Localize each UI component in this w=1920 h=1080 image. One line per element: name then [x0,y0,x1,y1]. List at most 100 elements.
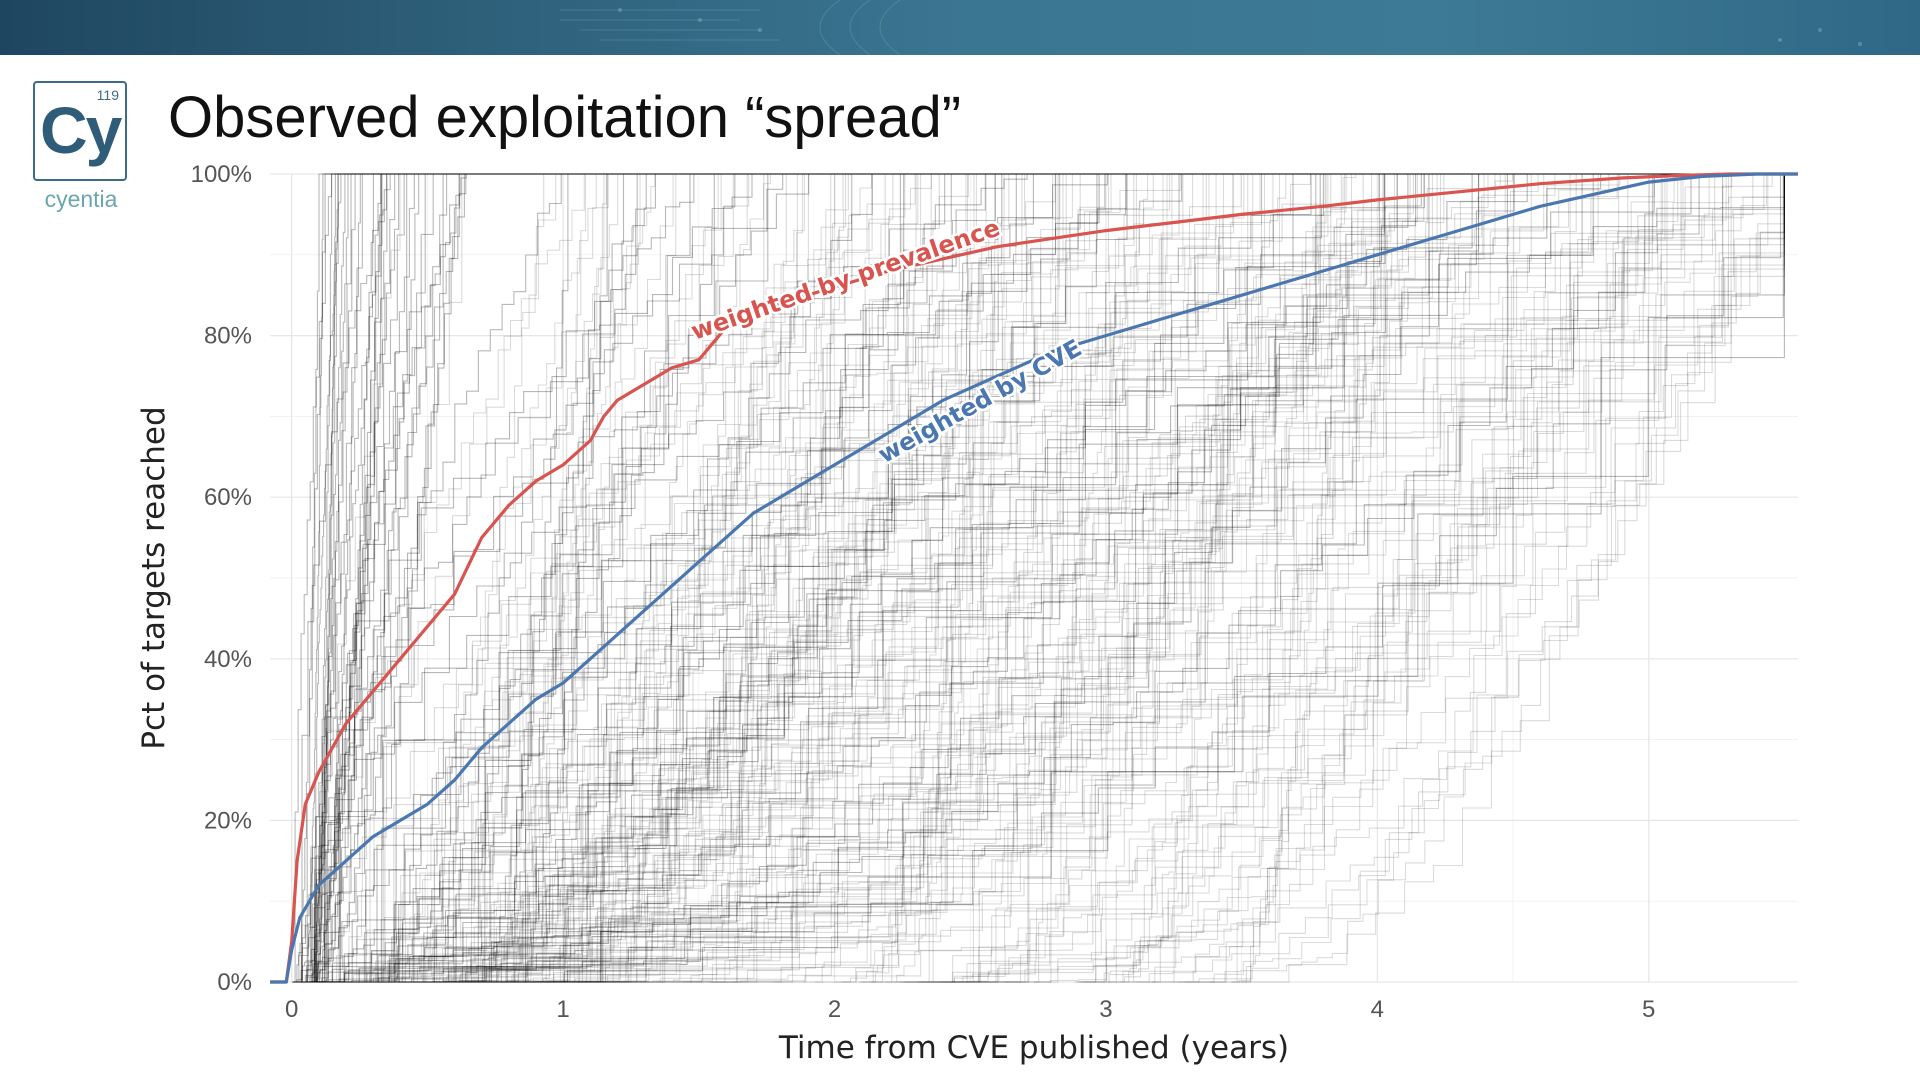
background-cve-line [533,173,1798,983]
background-cve-line [323,173,1798,983]
y-tick-label: 0% [217,969,252,996]
background-cve-line [315,173,1798,983]
background-cve-line [324,173,1798,983]
background-cve-lines [292,173,1798,983]
background-cve-line [367,173,1798,983]
background-cve-line [937,173,1798,983]
background-cve-line [357,173,1798,983]
background-cve-line [304,173,1798,983]
background-cve-line [314,173,1798,983]
background-cve-line [732,173,1798,983]
background-cve-line [522,173,1798,983]
background-cve-line [480,173,1798,983]
background-cve-line [508,173,1798,983]
background-cve-line [338,173,1798,983]
background-cve-line [429,173,1798,983]
background-cve-line [1081,173,1798,983]
background-cve-line [527,173,1798,983]
background-cve-line [293,173,1798,983]
logo-brand-name: cyentia [44,186,118,212]
background-cve-line [293,173,1798,983]
background-cve-line [310,173,1798,983]
background-cve-line [292,173,1798,983]
background-cve-line [326,173,1798,983]
background-cve-line [440,173,1798,983]
background-cve-line [435,173,1798,983]
background-cve-line [297,173,1798,983]
background-cve-line [301,173,1798,983]
chart-ticks: 0% 20% 40% 60% 80% 100% 0 1 2 3 4 5 [191,161,1656,1023]
background-cve-line [1237,173,1798,983]
background-cve-line [314,173,1798,983]
background-cve-line [530,173,1798,983]
background-cve-line [314,173,1798,983]
background-cve-line [584,173,1798,983]
background-cve-line [368,173,1798,983]
background-cve-line [320,173,1798,983]
background-cve-line [468,173,1798,983]
background-cve-line [309,173,1798,983]
background-cve-line [483,173,1798,983]
background-cve-line [317,173,1798,983]
background-cve-line [294,173,1798,983]
background-cve-line [318,173,1798,983]
background-cve-line [933,173,1798,983]
background-cve-line [834,173,1798,983]
background-cve-line [502,173,1798,983]
background-cve-line [576,173,1798,983]
background-cve-line [302,173,1798,983]
background-cve-line [305,173,1798,983]
background-cve-line [393,173,1798,983]
background-cve-line [355,173,1798,983]
background-cve-line [350,173,1798,983]
background-cve-line [502,173,1798,983]
background-cve-line [326,173,1798,983]
background-cve-line [293,173,1798,983]
background-cve-line [862,173,1798,983]
background-cve-line [1177,173,1798,983]
background-cve-line [331,173,1798,983]
background-cve-line [369,173,1798,983]
background-cve-line [333,173,1798,983]
background-cve-line [461,173,1798,983]
background-cve-line [482,173,1798,983]
background-cve-line [315,173,1798,983]
background-cve-line [919,173,1798,983]
background-cve-line [1122,173,1798,983]
background-cve-line [1151,173,1798,983]
background-cve-line [294,173,1798,983]
background-cve-line [1135,173,1798,983]
background-cve-line [312,173,1798,983]
background-cve-line [300,173,1798,983]
background-cve-line [303,173,1798,983]
background-cve-line [372,173,1798,983]
background-cve-line [1231,173,1798,983]
background-cve-line [426,173,1798,983]
background-cve-line [858,173,1798,983]
background-cve-line [308,173,1798,983]
background-cve-line [369,173,1798,983]
background-cve-line [899,173,1798,983]
background-cve-line [302,173,1798,983]
series-line-weighted-by-prevalence [270,172,1798,984]
background-cve-line [1133,173,1798,983]
background-cve-line [905,173,1798,983]
background-cve-line [586,173,1798,983]
background-cve-line [314,173,1798,983]
background-cve-line [499,173,1798,983]
background-cve-line [298,173,1798,983]
background-cve-line [893,173,1798,983]
background-cve-line [298,173,1798,983]
background-cve-line [930,173,1798,983]
background-cve-line [595,173,1798,983]
background-cve-line [315,173,1798,983]
background-cve-line [318,173,1798,983]
background-cve-line [492,173,1798,983]
background-cve-line [340,173,1798,983]
background-cve-line [353,173,1798,983]
background-cve-line [469,173,1798,983]
background-cve-line [301,173,1798,983]
background-cve-line [1125,173,1798,983]
background-cve-line [304,173,1798,983]
